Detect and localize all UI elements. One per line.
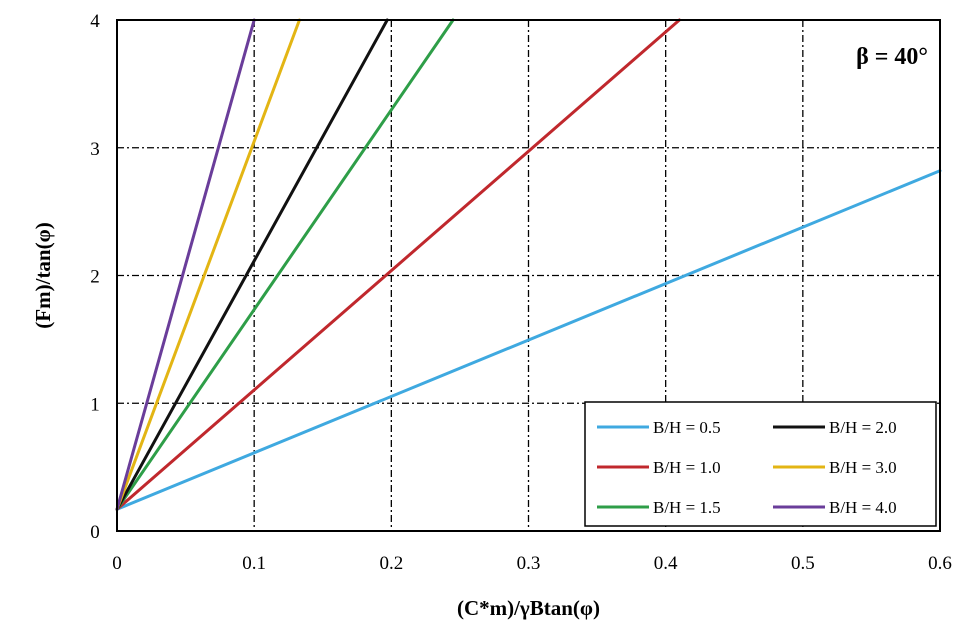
- y-tick-label: 2: [90, 267, 100, 288]
- y-tick-label: 0: [90, 522, 100, 543]
- x-tick-label: 0.3: [517, 553, 541, 574]
- legend-label: B/H = 2.0: [829, 418, 897, 437]
- legend-box: [584, 401, 937, 527]
- series-line: [115, 18, 301, 511]
- x-tick-label: 0.5: [791, 553, 815, 574]
- series-line: [115, 18, 389, 511]
- legend-label: B/H = 0.5: [653, 418, 721, 437]
- legend: B/H = 0.5 B/H = 2.0 B/H = 1.0 B/H = 3.0 B/H …: [584, 401, 937, 527]
- legend-label: B/H = 3.0: [829, 458, 897, 477]
- x-tick-labels: 0 0.1 0.2 0.3 0.4 0.5 0.6: [112, 553, 952, 574]
- series-line: [115, 18, 455, 511]
- plot-frame: [116, 19, 941, 532]
- series-line: [115, 169, 942, 511]
- x-tick-label: 0.4: [654, 553, 678, 574]
- beta-annotation: β = 40°: [856, 44, 928, 70]
- y-axis-label: (Fm)/tan(φ): [31, 222, 55, 328]
- y-tick-labels: 0 1 2 3 4: [90, 11, 100, 543]
- legend-label: B/H = 1.0: [653, 458, 721, 477]
- y-tick-label: 3: [90, 139, 100, 160]
- x-tick-label: 0.2: [379, 553, 403, 574]
- legend-label: B/H = 1.5: [653, 498, 721, 517]
- legend-label: B/H = 4.0: [829, 498, 897, 517]
- x-axis-label: (C*m)/γBtan(φ): [457, 596, 600, 620]
- x-tick-label: 0.1: [242, 553, 266, 574]
- grid: [117, 20, 940, 531]
- series-line: [115, 18, 681, 511]
- x-tick-label: 0: [112, 553, 122, 574]
- series-line: [115, 18, 256, 511]
- y-tick-label: 4: [90, 11, 100, 32]
- y-tick-label: 1: [90, 394, 100, 415]
- x-tick-label: 0.6: [928, 553, 952, 574]
- series-lines: [115, 18, 942, 511]
